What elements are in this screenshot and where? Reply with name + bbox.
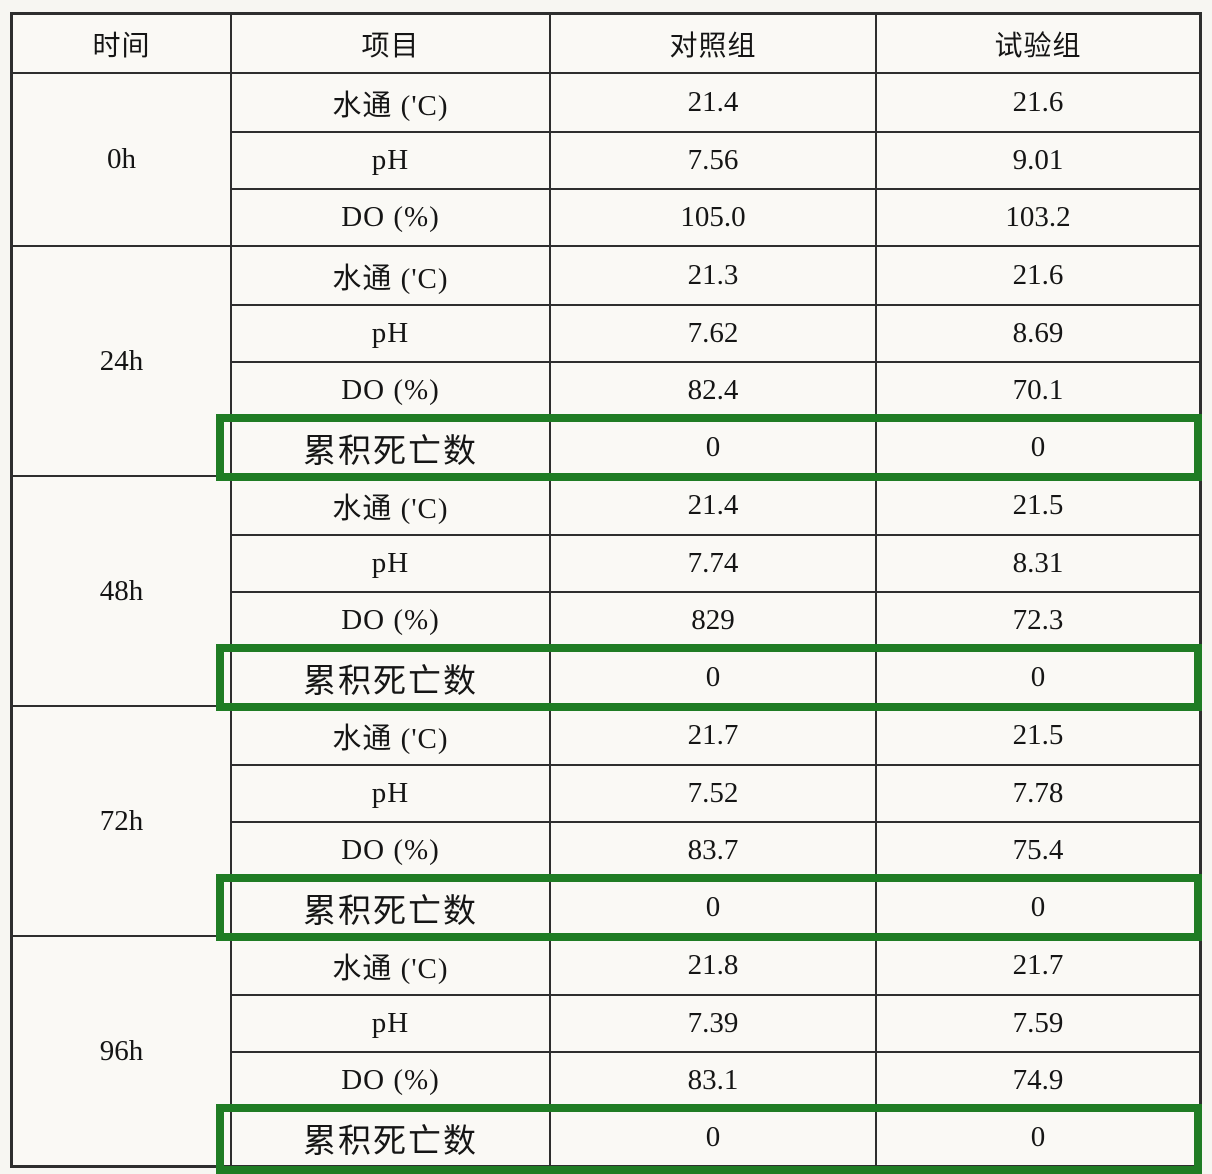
control-value: 83.1 bbox=[551, 1053, 877, 1108]
water-quality-table: 时间 项目 对照组 试验组 0h 水通 ('C) 21.4 21.6 pH 7.… bbox=[10, 12, 1202, 1174]
highlight-row: 累积死亡数 0 0 bbox=[216, 644, 1202, 711]
table-row: pH 7.62 8.69 bbox=[232, 304, 1199, 361]
time-label: 72h bbox=[13, 707, 232, 935]
control-value: 82.4 bbox=[551, 363, 877, 418]
header-test-group: 试验组 bbox=[994, 30, 1082, 62]
control-value: 0 bbox=[551, 650, 877, 705]
control-value: 21.4 bbox=[551, 477, 877, 534]
control-value: 21.3 bbox=[551, 247, 877, 304]
test-value: 72.3 bbox=[1012, 604, 1064, 636]
test-value: 74.9 bbox=[1012, 1064, 1064, 1096]
highlight-row: 累积死亡数 0 0 bbox=[216, 874, 1202, 941]
control-value: 0 bbox=[551, 880, 877, 935]
test-value: 0 bbox=[1030, 891, 1046, 923]
item-label: DO (%) bbox=[232, 1053, 551, 1108]
item-label: 水通 ('C) bbox=[232, 247, 551, 304]
table-row: pH 7.39 7.59 bbox=[232, 994, 1199, 1051]
highlight-row: 累积死亡数 0 0 bbox=[216, 1104, 1202, 1174]
time-block-72h: 72h 水通 ('C) 21.7 21.5 pH 7.52 7.78 DO (%… bbox=[13, 705, 1202, 941]
table-row: 水通 ('C) 21.7 21.5 bbox=[232, 707, 1199, 764]
test-value: 21.5 bbox=[1012, 719, 1064, 751]
item-label: DO (%) bbox=[232, 363, 551, 418]
item-label: DO (%) bbox=[232, 593, 551, 648]
test-value: 7.78 bbox=[1012, 777, 1064, 809]
item-label: 水通 ('C) bbox=[232, 477, 551, 534]
item-label: 累积死亡数 bbox=[232, 650, 551, 705]
control-value: 0 bbox=[551, 420, 877, 475]
control-value: 21.4 bbox=[551, 74, 877, 131]
control-value: 7.52 bbox=[551, 766, 877, 821]
test-value: 103.2 bbox=[1005, 201, 1071, 233]
table-row: 水通 ('C) 21.4 21.6 bbox=[232, 74, 1199, 131]
test-value: 9.01 bbox=[1012, 144, 1064, 176]
item-label: DO (%) bbox=[232, 823, 551, 878]
test-value: 21.6 bbox=[1012, 259, 1064, 291]
test-value: 70.1 bbox=[1012, 374, 1064, 406]
test-value: 7.59 bbox=[1012, 1007, 1064, 1039]
header-time: 时间 bbox=[13, 15, 232, 72]
table-row: DO (%) 82.4 70.1 bbox=[232, 361, 1199, 418]
table-row: pH 7.56 9.01 bbox=[232, 131, 1199, 188]
table-row: pH 7.74 8.31 bbox=[232, 534, 1199, 591]
table-row: 水通 ('C) 21.3 21.6 bbox=[232, 247, 1199, 304]
test-value: 75.4 bbox=[1012, 834, 1064, 866]
item-label: 水通 ('C) bbox=[232, 707, 551, 764]
control-value: 21.7 bbox=[551, 707, 877, 764]
item-label: 水通 ('C) bbox=[232, 74, 551, 131]
control-value: 7.39 bbox=[551, 996, 877, 1051]
control-value: 7.74 bbox=[551, 536, 877, 591]
control-value: 83.7 bbox=[551, 823, 877, 878]
test-value: 8.31 bbox=[1012, 547, 1064, 579]
control-value: 7.56 bbox=[551, 133, 877, 188]
item-label: 累积死亡数 bbox=[232, 420, 551, 475]
item-label: DO (%) bbox=[232, 190, 551, 245]
table-row: 水通 ('C) 21.4 21.5 bbox=[232, 477, 1199, 534]
test-value: 21.5 bbox=[1012, 489, 1064, 521]
item-label: pH bbox=[232, 133, 551, 188]
header-item: 项目 bbox=[232, 15, 551, 72]
item-label: pH bbox=[232, 766, 551, 821]
test-value: 21.6 bbox=[1012, 86, 1064, 118]
test-value: 0 bbox=[1030, 431, 1046, 463]
time-label: 0h bbox=[13, 74, 232, 245]
table-row: DO (%) 83.1 74.9 bbox=[232, 1051, 1199, 1108]
time-block-0h: 0h 水通 ('C) 21.4 21.6 pH 7.56 9.01 DO (%)… bbox=[13, 72, 1199, 245]
time-label: 24h bbox=[13, 247, 232, 475]
control-value: 829 bbox=[551, 593, 877, 648]
time-block-48h: 48h 水通 ('C) 21.4 21.5 pH 7.74 8.31 DO (%… bbox=[13, 475, 1202, 711]
item-label: pH bbox=[232, 996, 551, 1051]
item-label: 累积死亡数 bbox=[232, 1110, 551, 1165]
item-label: pH bbox=[232, 306, 551, 361]
time-label: 48h bbox=[13, 477, 232, 705]
header-control-group: 对照组 bbox=[551, 15, 877, 72]
time-label: 96h bbox=[13, 937, 232, 1165]
time-block-96h: 96h 水通 ('C) 21.8 21.7 pH 7.39 7.59 DO (%… bbox=[13, 935, 1202, 1174]
time-block-24h: 24h 水通 ('C) 21.3 21.6 pH 7.62 8.69 DO (%… bbox=[13, 245, 1202, 481]
test-value: 21.7 bbox=[1012, 949, 1064, 981]
control-value: 7.62 bbox=[551, 306, 877, 361]
test-value: 0 bbox=[1030, 1121, 1046, 1153]
control-value: 105.0 bbox=[551, 190, 877, 245]
control-value: 0 bbox=[551, 1110, 877, 1165]
table-row: pH 7.52 7.78 bbox=[232, 764, 1199, 821]
table-row: 水通 ('C) 21.8 21.7 bbox=[232, 937, 1199, 994]
control-value: 21.8 bbox=[551, 937, 877, 994]
test-value: 0 bbox=[1030, 661, 1046, 693]
test-value: 8.69 bbox=[1012, 317, 1064, 349]
item-label: 累积死亡数 bbox=[232, 880, 551, 935]
highlight-row: 累积死亡数 0 0 bbox=[216, 414, 1202, 481]
table-row: DO (%) 83.7 75.4 bbox=[232, 821, 1199, 878]
table-row: DO (%) 105.0 103.2 bbox=[232, 188, 1199, 245]
header-row: 时间 项目 对照组 试验组 bbox=[13, 15, 1199, 72]
table-row: DO (%) 829 72.3 bbox=[232, 591, 1199, 648]
item-label: pH bbox=[232, 536, 551, 591]
item-label: 水通 ('C) bbox=[232, 937, 551, 994]
